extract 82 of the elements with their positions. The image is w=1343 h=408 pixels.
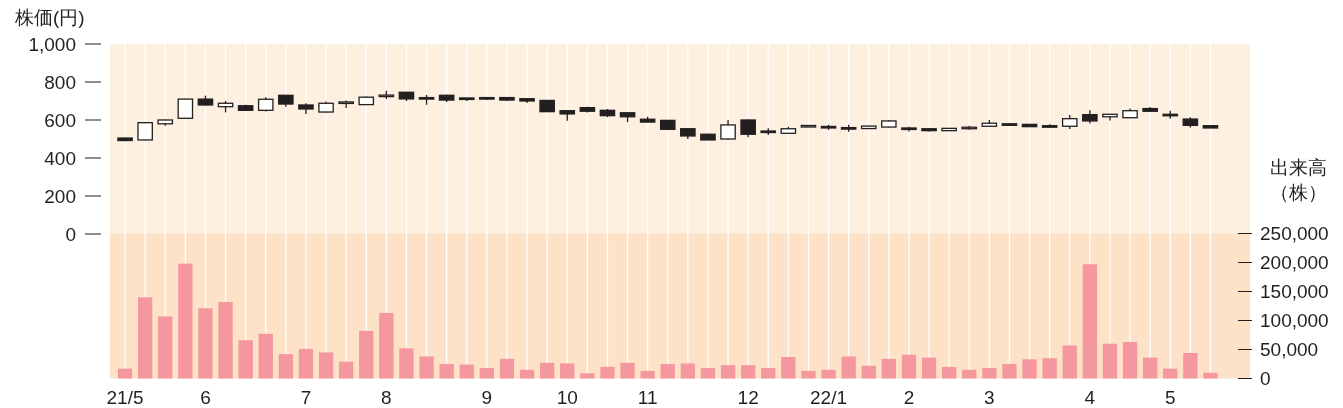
- y-tick-label: 1,000: [28, 33, 76, 55]
- bar: [1042, 358, 1057, 379]
- bar: [178, 263, 193, 379]
- x-tick-label: 9: [481, 386, 493, 408]
- y-tick-label: 800: [44, 71, 76, 93]
- bar: [921, 357, 937, 379]
- bar: [117, 368, 133, 379]
- bar: [338, 361, 354, 379]
- bar: [1203, 372, 1218, 379]
- bar: [1062, 345, 1077, 379]
- bar: [982, 368, 997, 379]
- x-tick-label: 2: [903, 386, 915, 408]
- bar: [660, 364, 675, 379]
- bar: [580, 373, 595, 379]
- bar: [821, 369, 836, 379]
- y-tick-label: 600: [44, 109, 76, 131]
- bar: [258, 333, 273, 379]
- bar: [861, 365, 876, 379]
- bar: [801, 370, 816, 379]
- bar: [1122, 341, 1138, 379]
- bar: [941, 366, 957, 379]
- bar: [519, 369, 535, 379]
- y-tick-label: 400: [44, 147, 76, 169]
- y-axis-title: 株価(円): [14, 7, 85, 28]
- bar: [700, 368, 716, 379]
- bar: [1163, 368, 1178, 379]
- x-tick-label: 12: [737, 386, 759, 408]
- y2-tick-label: 250,000: [1260, 223, 1329, 245]
- bar: [620, 362, 635, 379]
- y-tick-label: 200: [44, 185, 76, 207]
- bar: [1002, 364, 1017, 379]
- bar: [137, 297, 153, 379]
- bar: [560, 363, 575, 379]
- bar: [499, 358, 515, 379]
- bar: [901, 354, 917, 379]
- bar: [198, 308, 213, 379]
- bar: [680, 363, 696, 379]
- y2-axis-title: 出来高（株）: [1269, 157, 1327, 203]
- x-tick-label: 10: [556, 386, 578, 408]
- bar: [218, 301, 233, 379]
- bar: [359, 330, 374, 379]
- x-tick-label: 22/1: [810, 386, 848, 408]
- bar: [278, 354, 294, 379]
- bar: [298, 348, 314, 379]
- bar: [158, 316, 173, 379]
- bar: [399, 348, 414, 379]
- y2-tick-label: 150,000: [1260, 281, 1329, 303]
- bar: [439, 364, 454, 379]
- x-tick-label: 8: [381, 386, 392, 408]
- bar: [238, 340, 253, 379]
- bar: [761, 368, 776, 379]
- x-tick-label: 7: [300, 386, 312, 408]
- bar: [479, 368, 495, 379]
- y2-tick-label: 200,000: [1260, 252, 1329, 274]
- bar: [1183, 352, 1198, 379]
- x-tick-label: 11: [637, 386, 658, 408]
- bar: [419, 356, 434, 379]
- x-tick-label: 4: [1084, 386, 1096, 408]
- bar: [1022, 359, 1037, 379]
- bar: [539, 362, 555, 379]
- y2-tick-label: 0: [1260, 368, 1271, 390]
- y2-tick-label: 100,000: [1260, 310, 1329, 332]
- bar: [640, 370, 655, 379]
- x-tick-label: 21/5: [106, 386, 144, 408]
- y2-tick-label: 50,000: [1260, 339, 1319, 361]
- x-tick-label: 3: [984, 386, 995, 408]
- bar: [459, 364, 474, 379]
- bar: [962, 369, 977, 379]
- y-tick-label: 0: [65, 223, 76, 245]
- bar: [720, 365, 736, 379]
- bar: [1082, 264, 1098, 379]
- bar: [841, 356, 856, 379]
- bar: [1142, 357, 1158, 379]
- x-tick-label: 5: [1164, 386, 1176, 408]
- x-tick-label: 6: [200, 386, 211, 408]
- bar: [318, 352, 334, 379]
- bar: [600, 366, 615, 379]
- bar: [881, 358, 897, 379]
- bar: [1102, 343, 1118, 379]
- bar: [740, 365, 756, 379]
- bar: [379, 312, 394, 379]
- bar: [781, 357, 796, 379]
